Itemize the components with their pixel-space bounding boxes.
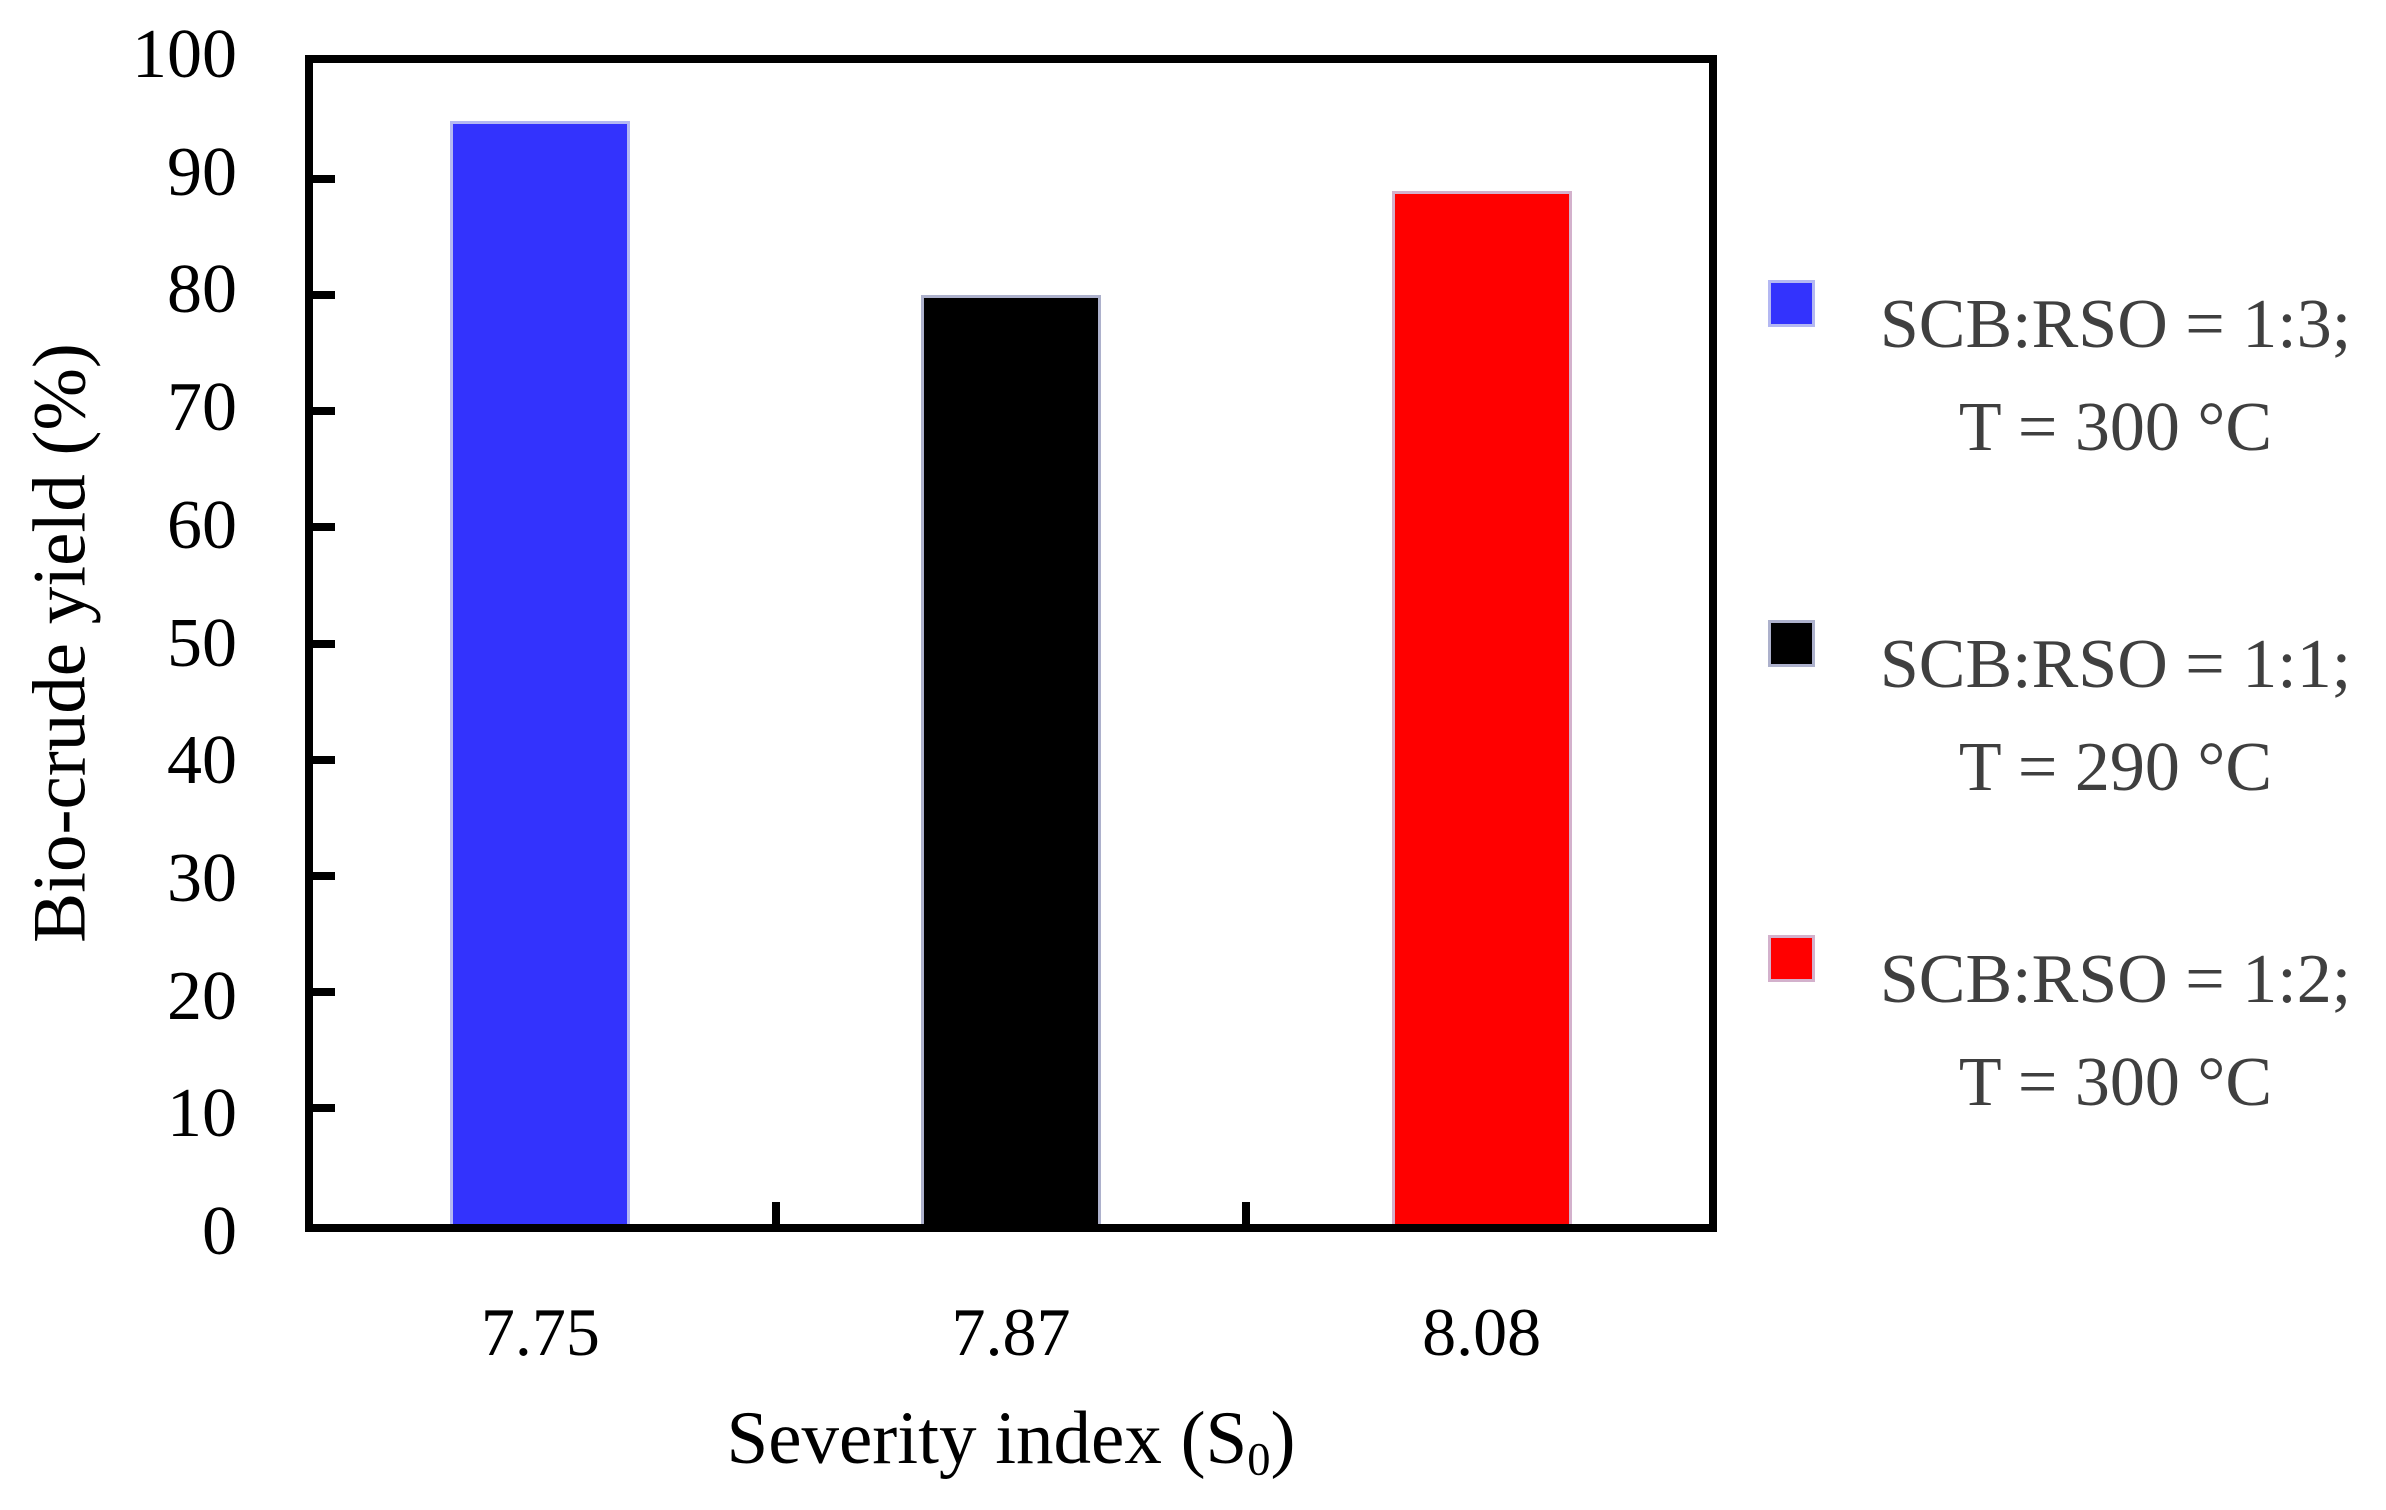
y-axis-tick bbox=[313, 1103, 335, 1112]
y-tick-label: 70 bbox=[167, 369, 237, 447]
legend-label: SCB:RSO = 1:3; T = 300 °C bbox=[1845, 273, 2386, 479]
y-tick-label: 10 bbox=[167, 1075, 237, 1153]
bar-7.75 bbox=[450, 121, 631, 1224]
y-tick-label: 0 bbox=[202, 1193, 237, 1270]
legend: SCB:RSO = 1:3; T = 300 °C SCB:RSO = 1:1;… bbox=[1768, 0, 2386, 1510]
legend-swatch-blue bbox=[1768, 280, 1815, 327]
bar-8.08 bbox=[1391, 190, 1572, 1224]
y-tick-label: 40 bbox=[167, 722, 237, 800]
y-axis-tick bbox=[313, 523, 335, 532]
y-axis-tick bbox=[313, 871, 335, 880]
y-axis-tick bbox=[313, 755, 335, 764]
legend-swatch-black bbox=[1768, 620, 1815, 667]
legend-label-line1: SCB:RSO = 1:2; bbox=[1879, 941, 2352, 1018]
x-axis-tick bbox=[1242, 1202, 1251, 1224]
legend-label-line1: SCB:RSO = 1:3; bbox=[1879, 286, 2352, 363]
y-axis-tick bbox=[313, 291, 335, 300]
legend-label-line2: T = 300 °C bbox=[1958, 389, 2273, 466]
x-axis-title-subscript: 0 bbox=[1247, 1434, 1271, 1486]
legend-label-line2: T = 290 °C bbox=[1958, 729, 2273, 806]
y-tick-label: 90 bbox=[167, 133, 237, 211]
y-axis-tick bbox=[313, 639, 335, 648]
x-tick-label: 8.08 bbox=[1422, 1294, 1542, 1370]
x-axis-title-close: ) bbox=[1270, 1397, 1296, 1480]
plot-area bbox=[305, 55, 1717, 1232]
x-axis-tick bbox=[771, 1202, 780, 1224]
x-tick-label: 7.75 bbox=[480, 1294, 600, 1370]
legend-label-line1: SCB:RSO = 1:1; bbox=[1879, 626, 2352, 703]
x-axis-title: Severity index (S0) bbox=[411, 1396, 1611, 1504]
legend-entry: SCB:RSO = 1:1; T = 290 °C bbox=[1768, 613, 2386, 873]
y-tick-label: 30 bbox=[167, 839, 237, 917]
legend-label: SCB:RSO = 1:2; T = 300 °C bbox=[1845, 928, 2386, 1134]
y-tick-label: 50 bbox=[167, 604, 237, 682]
y-tick-label: 100 bbox=[132, 16, 237, 93]
y-tick-label: 20 bbox=[167, 957, 237, 1035]
y-axis-tick bbox=[313, 987, 335, 996]
legend-swatch-red bbox=[1768, 935, 1815, 982]
legend-entry: SCB:RSO = 1:2; T = 300 °C bbox=[1768, 928, 2386, 1188]
legend-entry: SCB:RSO = 1:3; T = 300 °C bbox=[1768, 273, 2386, 533]
y-tick-label: 60 bbox=[167, 486, 237, 564]
legend-label: SCB:RSO = 1:1; T = 290 °C bbox=[1845, 613, 2386, 819]
x-axis-title-text: Severity index (S bbox=[726, 1397, 1248, 1480]
x-tick-label: 7.87 bbox=[951, 1294, 1071, 1370]
legend-label-line2: T = 300 °C bbox=[1958, 1044, 2273, 1121]
y-axis-tick bbox=[313, 175, 335, 184]
bar-7.87 bbox=[921, 295, 1101, 1224]
y-axis-tick bbox=[313, 407, 335, 416]
y-tick-label: 80 bbox=[167, 251, 237, 329]
